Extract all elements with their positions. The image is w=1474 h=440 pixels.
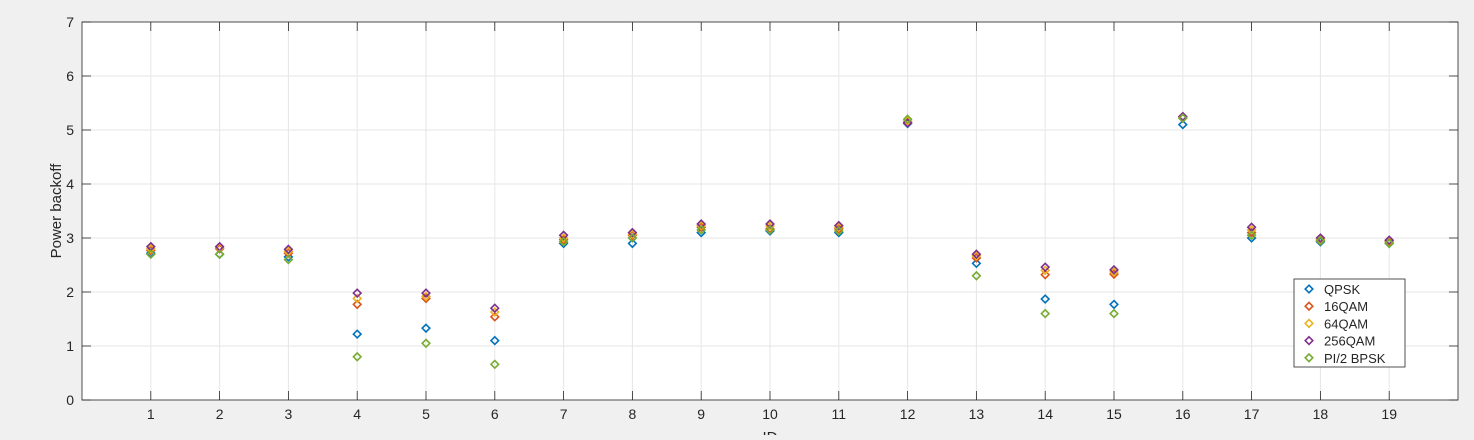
x-tick-label: 19 [1381, 406, 1397, 422]
y-tick-label: 2 [66, 284, 74, 300]
data-point [1109, 308, 1119, 319]
y-tick-label: 6 [66, 68, 74, 84]
legend-marker [1304, 301, 1314, 312]
x-tick-label: 12 [900, 406, 916, 422]
data-point [971, 270, 982, 281]
x-tick-label: 4 [353, 406, 361, 422]
x-tick-label: 9 [697, 406, 705, 422]
y-tick-label: 0 [66, 392, 74, 408]
y-axis-label: Power backoff [48, 163, 65, 259]
data-point [627, 227, 638, 238]
data-point [1040, 294, 1051, 304]
data-point [765, 224, 775, 235]
data-point [352, 299, 363, 310]
x-tick-label: 6 [491, 406, 499, 422]
data-point [1040, 269, 1051, 280]
data-point [283, 254, 294, 265]
x-tick-label: 13 [969, 406, 985, 422]
y-tick-label: 1 [66, 338, 74, 354]
data-point [352, 293, 363, 304]
x-tick-label: 8 [629, 406, 637, 422]
data-point [833, 220, 844, 231]
data-point [902, 114, 913, 125]
data-point [1109, 299, 1119, 310]
data-point [421, 323, 431, 334]
legend-label: PI/2 BPSK [1324, 351, 1386, 366]
x-tick-label: 16 [1175, 406, 1191, 422]
data-point [696, 219, 707, 229]
data-point [627, 238, 638, 249]
y-tick-label: 3 [66, 230, 74, 246]
series-pi-2-bpsk [145, 113, 1395, 370]
legend-marker [1304, 335, 1314, 346]
grid-lines [82, 21, 1458, 401]
data-point [765, 219, 775, 229]
x-tick-label: 3 [285, 406, 293, 422]
data-point [627, 233, 638, 243]
data-point [283, 251, 294, 262]
x-tick-label: 10 [762, 406, 778, 422]
data-point [352, 329, 363, 340]
data-point [489, 303, 500, 314]
y-tick-label: 4 [66, 176, 74, 192]
data-point [352, 351, 363, 362]
legend-label: QPSK [1324, 282, 1360, 297]
plot-frame [81, 21, 1459, 401]
series-256qam [145, 111, 1395, 314]
data-point [1109, 264, 1119, 275]
data-point [1315, 233, 1326, 243]
x-tick-label: 11 [832, 406, 847, 422]
data-point [971, 258, 982, 269]
x-tick-label: 5 [422, 406, 430, 422]
legend-label: 64QAM [1324, 316, 1368, 331]
data-point [902, 118, 913, 128]
legend-label: 16QAM [1324, 299, 1368, 314]
data-point [489, 311, 500, 322]
data-point [1177, 111, 1188, 122]
x-tick-label: 15 [1106, 406, 1122, 422]
data-point [1384, 235, 1395, 246]
data-point [421, 288, 431, 299]
legend-marker [1304, 284, 1314, 294]
data-point [489, 359, 500, 370]
data-point [696, 224, 707, 235]
legend-marker [1304, 352, 1314, 363]
legend-label: 256QAM [1324, 334, 1375, 349]
data-point [352, 288, 363, 299]
x-tick-label: 1 [147, 406, 155, 422]
x-tick-label: 18 [1313, 406, 1329, 422]
data-point [1177, 113, 1188, 124]
x-tick-label: 2 [216, 406, 224, 422]
x-tick-label: 17 [1244, 406, 1260, 422]
data-point [1384, 238, 1395, 249]
data-point [833, 226, 844, 236]
data-point [1315, 235, 1326, 246]
y-tick-label: 7 [66, 14, 74, 30]
data-point [1177, 119, 1188, 130]
y-tick-label: 5 [66, 122, 74, 138]
data-point [971, 249, 982, 260]
data-point [1040, 262, 1051, 273]
legend: QPSK 16QAM 64QAM 256QAM PI/2 BPSK [1293, 278, 1406, 368]
data-point [283, 244, 294, 255]
data-point [1040, 308, 1051, 319]
x-axis-label: ID [763, 429, 778, 435]
data-series [145, 111, 1395, 370]
data-point [421, 338, 431, 349]
x-tick-label: 7 [560, 406, 568, 422]
legend-marker [1304, 318, 1314, 329]
data-point [489, 307, 500, 317]
x-tick-label: 14 [1037, 406, 1053, 422]
data-point [1246, 230, 1257, 241]
data-point [558, 236, 569, 247]
data-point [489, 335, 500, 346]
data-point [145, 249, 156, 260]
data-point [214, 249, 225, 260]
